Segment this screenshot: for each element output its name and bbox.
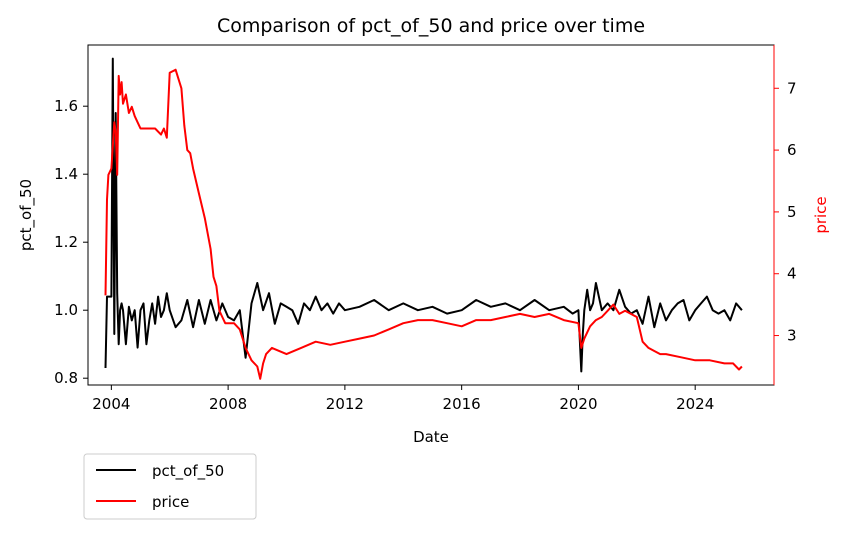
x-axis-label: Date xyxy=(413,428,449,446)
plot-frame xyxy=(87,44,775,386)
x-tick-label: 2016 xyxy=(443,395,481,413)
y-axis-left-label: pct_of_50 xyxy=(17,179,36,251)
legend-label-price: price xyxy=(152,493,189,511)
chart-title: Comparison of pct_of_50 and price over t… xyxy=(217,15,645,37)
x-axis: 2004 2008 2012 2016 2020 2024 xyxy=(92,385,714,413)
series-line-price xyxy=(104,68,743,380)
y-left-tick-label: 1.2 xyxy=(54,233,78,251)
series-line-pct-of-50 xyxy=(104,57,743,373)
y-left-tick-label: 1.6 xyxy=(54,97,78,115)
x-tick-label: 2012 xyxy=(326,395,364,413)
y-right-tick-label: 4 xyxy=(787,265,797,283)
legend: pct_of_50 price xyxy=(83,453,257,520)
y-axis-right: 3 4 5 6 7 xyxy=(774,79,797,345)
y-right-tick-label: 5 xyxy=(787,203,797,221)
plot-lines xyxy=(104,57,743,380)
legend-label-pct-of-50: pct_of_50 xyxy=(152,462,224,481)
y-right-tick-label: 7 xyxy=(787,79,797,97)
x-tick-label: 2020 xyxy=(559,395,597,413)
y-left-tick-label: 1.4 xyxy=(54,165,78,183)
y-axis-left: 0.8 1.0 1.2 1.4 1.6 xyxy=(54,97,88,387)
x-tick-label: 2008 xyxy=(209,395,247,413)
y-axis-right-label: price xyxy=(812,196,830,233)
x-tick-label: 2004 xyxy=(92,395,130,413)
y-left-tick-label: 0.8 xyxy=(54,369,78,387)
y-left-tick-label: 1.0 xyxy=(54,301,78,319)
x-tick-label: 2024 xyxy=(676,395,714,413)
y-right-tick-label: 6 xyxy=(787,141,797,159)
y-right-tick-label: 3 xyxy=(787,327,797,345)
